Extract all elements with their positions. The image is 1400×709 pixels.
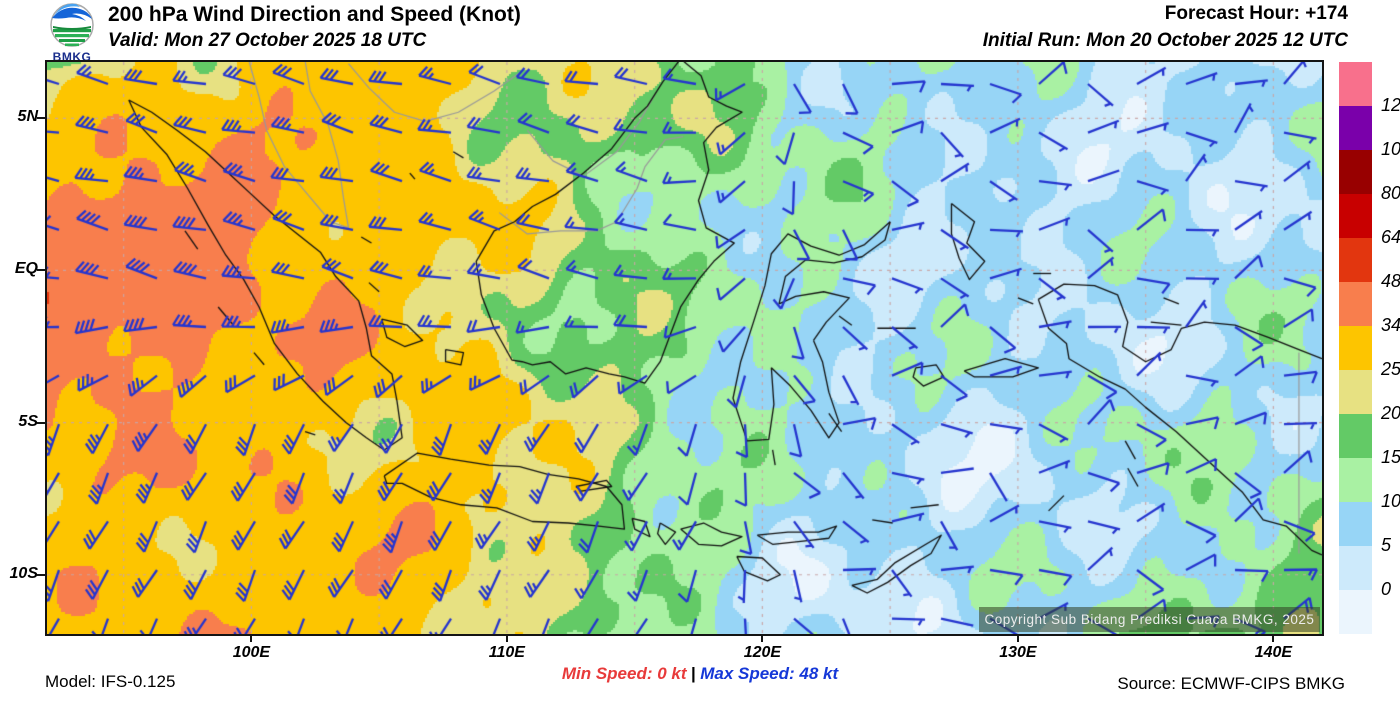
legend-band — [1339, 546, 1372, 590]
legend-band — [1339, 106, 1372, 150]
lat-tickmark — [37, 421, 45, 424]
footer-minmax: Min Speed: 0 kt | Max Speed: 48 kt — [430, 664, 970, 684]
legend-label-48: 48 — [1381, 271, 1400, 291]
min-speed-label: Min Speed: 0 kt — [561, 664, 687, 683]
legend-band — [1339, 62, 1372, 106]
lat-tick-label-5N: 5N — [17, 108, 38, 126]
lat-tick-label-EQ: EQ — [14, 260, 38, 278]
legend-band — [1339, 370, 1372, 414]
lon-tick-label-100E: 100E — [232, 644, 271, 661]
legend-colorbar — [1339, 62, 1372, 634]
legend-label-64: 64 — [1381, 227, 1400, 247]
page-title: 200 hPa Wind Direction and Speed (Knot) — [108, 3, 521, 26]
lon-tickmark — [761, 634, 764, 642]
legend-label-20: 20 — [1381, 403, 1400, 423]
legend-band — [1339, 150, 1372, 194]
footer-model: Model: IFS-0.125 — [45, 672, 176, 691]
valid-time: Valid: Mon 27 October 2025 18 UTC — [108, 30, 427, 51]
lon-tick-label-120E: 120E — [743, 644, 782, 661]
legend-band — [1339, 458, 1372, 502]
footer-source: Source: ECMWF-CIPS BMKG — [1117, 674, 1345, 693]
legend-label-120: 120 — [1381, 95, 1400, 115]
legend-label-80: 80 — [1381, 183, 1400, 203]
lon-tickmark — [1016, 634, 1019, 642]
legend-label-25: 25 — [1381, 359, 1400, 379]
legend-band — [1339, 194, 1372, 238]
legend-band — [1339, 282, 1372, 326]
forecast-hour: Forecast Hour: +174 — [1164, 3, 1348, 24]
minmax-separator: | — [690, 664, 696, 683]
legend-band — [1339, 414, 1372, 458]
copyright-overlay: Copyright Sub Bidang Prediksi Cuaca BMKG… — [979, 607, 1320, 632]
legend-band — [1339, 238, 1372, 282]
lon-tickmark — [1272, 634, 1275, 642]
max-speed-label: Max Speed: 48 kt — [700, 664, 839, 683]
lon-tickmark — [505, 634, 508, 642]
legend-band — [1339, 502, 1372, 546]
lat-tickmark — [37, 269, 45, 272]
legend-band — [1339, 326, 1372, 370]
map-frame: Copyright Sub Bidang Prediksi Cuaca BMKG… — [45, 60, 1324, 636]
lat-tick-label-10S: 10S — [9, 564, 38, 582]
legend-label-10: 10 — [1381, 491, 1400, 511]
legend-label-34: 34 — [1381, 315, 1400, 335]
lon-tick-label-140E: 140E — [1254, 644, 1293, 661]
legend-label-100: 100 — [1381, 139, 1400, 159]
lon-tick-label-110E: 110E — [488, 644, 525, 661]
bmkg-logo: BMKG — [44, 2, 100, 64]
lat-tickmark — [37, 573, 45, 576]
bmkg-logo-icon — [50, 3, 94, 47]
legend-label-0: 0 — [1381, 579, 1392, 599]
lat-tickmark — [37, 117, 45, 120]
lat-tick-label-5S: 5S — [18, 412, 38, 430]
initial-run: Initial Run: Mon 20 October 2025 12 UTC — [982, 30, 1348, 51]
wind-map-canvas — [47, 62, 1322, 634]
lon-tick-label-130E: 130E — [999, 644, 1037, 661]
legend-band — [1339, 590, 1372, 634]
lon-tickmark — [250, 634, 253, 642]
legend-label-5: 5 — [1381, 535, 1392, 555]
legend-label-15: 15 — [1381, 447, 1400, 467]
